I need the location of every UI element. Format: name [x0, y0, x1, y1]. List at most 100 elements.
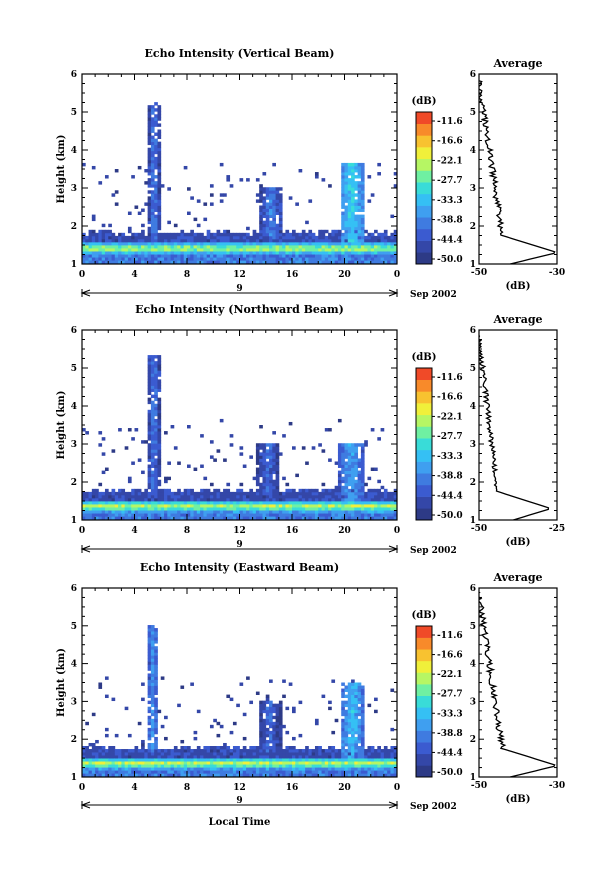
heat-cell: [200, 755, 204, 759]
colorbar-swatch: [416, 123, 432, 136]
heat-cell: [278, 749, 283, 753]
heat-cell: [334, 752, 339, 756]
heat-cell: [164, 504, 168, 508]
heat-cell: [150, 501, 155, 505]
heat-cell: [357, 181, 362, 185]
heat-cell: [147, 400, 152, 405]
heat-cell: [318, 513, 322, 517]
heat-cell: [292, 752, 296, 756]
heat-cell: [147, 241, 152, 246]
heat-cell: [341, 470, 345, 475]
heat-cell: [141, 238, 145, 243]
heat-cell: [127, 238, 132, 243]
heat-cell: [269, 494, 273, 499]
heat-cell: [301, 507, 306, 511]
heat-cell: [226, 758, 231, 762]
heat-cell: [173, 446, 178, 450]
heat-cell: [328, 758, 332, 762]
heat-cell: [269, 467, 273, 471]
heat-cell: [285, 510, 290, 514]
heat-cell: [200, 504, 204, 508]
heat-cell: [121, 773, 126, 777]
heat-cell: [321, 178, 326, 182]
heat-cell: [246, 767, 250, 771]
heat-cell: [328, 241, 332, 246]
heat-cell: [393, 761, 398, 765]
heat-cell: [298, 235, 303, 240]
heat-cell: [272, 706, 276, 711]
heat-cell: [160, 773, 165, 777]
x-axis: 0 4 8 12 16 20 0: [79, 330, 400, 536]
heat-cell: [259, 241, 263, 246]
heat-cell: [272, 764, 276, 768]
heat-cell: [344, 730, 349, 735]
heat-cell: [328, 773, 332, 777]
heat-cell: [232, 513, 237, 517]
heat-cell: [147, 232, 152, 237]
heat-cell: [354, 510, 359, 514]
heat-cell: [354, 752, 359, 756]
heat-cell: [341, 501, 345, 505]
heat-cell: [180, 770, 185, 774]
heat-cell: [170, 491, 175, 496]
heat-cell: [265, 742, 270, 747]
heat-cell: [374, 516, 378, 520]
heat-cell: [341, 718, 345, 723]
heat-cell: [374, 251, 378, 255]
heat-cell: [334, 245, 339, 249]
x-tick-label: 8: [184, 783, 190, 793]
heat-cell: [311, 755, 316, 759]
heat-cell: [137, 721, 142, 726]
heat-cell: [351, 467, 355, 471]
heat-cell: [203, 476, 208, 481]
heat-cell: [137, 501, 142, 505]
heat-cell: [157, 516, 162, 520]
heat-cell: [328, 501, 332, 505]
heat-cell: [157, 488, 162, 493]
heat-cell: [314, 513, 319, 517]
heat-cell: [157, 501, 162, 505]
heat-cell: [298, 494, 303, 499]
heat-cell: [255, 764, 260, 768]
heat-cell: [147, 229, 152, 234]
heat-cell: [154, 190, 158, 194]
heat-cell: [124, 510, 129, 514]
heat-cell: [370, 248, 375, 252]
heat-cell: [154, 117, 158, 121]
heat-cell: [282, 497, 286, 502]
heat-cell: [104, 758, 109, 762]
heat-cell: [150, 434, 155, 438]
heat-cell: [354, 770, 359, 774]
profile-y-tick-label: 2: [470, 478, 476, 488]
heat-cell: [232, 232, 237, 237]
heat-cell: [147, 640, 152, 644]
heat-cell: [347, 172, 352, 176]
heat-cell: [357, 187, 362, 191]
heat-cell: [360, 452, 365, 456]
heat-cell: [337, 418, 342, 423]
heat-cell: [301, 497, 306, 502]
heat-cell: [131, 761, 135, 765]
heat-cell: [95, 497, 99, 502]
heat-cell: [147, 117, 152, 121]
heat-cell: [170, 235, 175, 240]
heat-cell: [147, 467, 152, 471]
heat-cell: [111, 513, 116, 517]
heat-cell: [150, 727, 155, 732]
heat-cell: [173, 749, 178, 753]
heat-cell: [367, 501, 372, 505]
heat-cell: [101, 758, 106, 762]
heat-cell: [387, 238, 391, 243]
heat-cell: [321, 245, 326, 249]
heat-cell: [318, 767, 322, 771]
heat-cell: [147, 497, 152, 502]
heat-cell: [154, 367, 158, 371]
profile-y-tick-label: 1: [470, 260, 476, 270]
heat-cell: [314, 172, 319, 176]
heat-cell: [183, 746, 188, 750]
heat-cell: [380, 764, 385, 768]
heat-cell: [108, 238, 112, 243]
heat-cell: [305, 513, 309, 517]
heat-cell: [190, 770, 194, 774]
heat-cell: [203, 488, 208, 493]
